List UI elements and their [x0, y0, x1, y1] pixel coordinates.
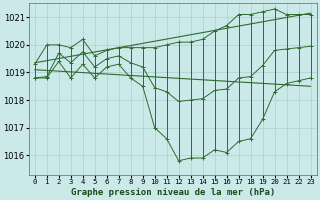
- X-axis label: Graphe pression niveau de la mer (hPa): Graphe pression niveau de la mer (hPa): [70, 188, 275, 197]
